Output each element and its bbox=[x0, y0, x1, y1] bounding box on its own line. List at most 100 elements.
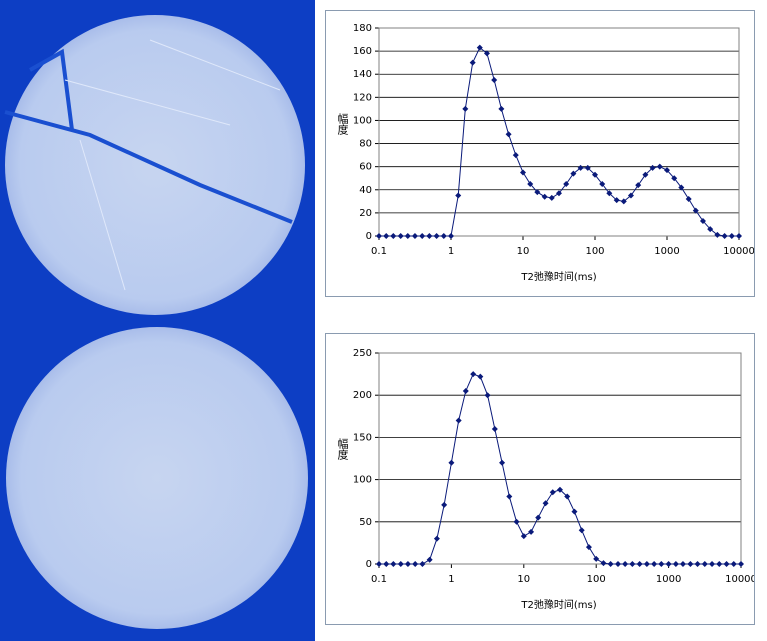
point bbox=[534, 189, 541, 196]
point bbox=[419, 561, 426, 567]
x-axis-label: T2弛豫时间(ms) bbox=[520, 270, 596, 283]
chart-2: T2弛豫时间(ms) 幅度 0 50 100 150 200 250 0.1 1 10 100 10… bbox=[325, 333, 755, 625]
x-tick-label: 0.1 bbox=[371, 574, 387, 585]
point bbox=[397, 233, 404, 239]
point bbox=[440, 233, 447, 239]
point bbox=[620, 198, 627, 205]
point bbox=[484, 392, 491, 399]
point bbox=[709, 561, 716, 567]
y-tick-label: 40 bbox=[359, 185, 372, 196]
point bbox=[614, 561, 621, 567]
point bbox=[411, 233, 418, 239]
point bbox=[600, 560, 607, 567]
point bbox=[563, 181, 570, 187]
point bbox=[505, 131, 512, 138]
x-axis-label: T2弛豫时间(ms) bbox=[520, 598, 596, 611]
x-tick-label: 1 bbox=[448, 246, 454, 257]
point bbox=[643, 561, 650, 567]
point bbox=[390, 561, 397, 567]
point bbox=[728, 233, 735, 239]
point bbox=[548, 194, 555, 201]
x-tick-label: 1000 bbox=[656, 574, 681, 585]
point bbox=[723, 561, 730, 567]
point bbox=[527, 181, 534, 187]
point bbox=[476, 44, 483, 51]
point bbox=[376, 233, 382, 239]
point bbox=[448, 459, 455, 466]
point bbox=[672, 561, 679, 567]
point bbox=[736, 233, 742, 239]
point bbox=[738, 561, 744, 567]
point bbox=[491, 425, 498, 432]
point bbox=[483, 50, 490, 57]
series-line bbox=[379, 373, 741, 565]
point bbox=[679, 561, 686, 567]
chart-1: T2弛豫时间(ms) 幅度 0 20 40 60 80 100 120 140 160 180 0.… bbox=[325, 10, 755, 297]
x-tick-label: 10 bbox=[517, 246, 530, 257]
y-tick-label: 140 bbox=[353, 69, 372, 80]
point bbox=[528, 528, 535, 535]
point bbox=[383, 561, 390, 567]
point bbox=[462, 387, 469, 394]
fracture bbox=[4, 48, 293, 224]
x-tick-label: 10 bbox=[517, 574, 530, 585]
point bbox=[441, 501, 448, 508]
point bbox=[542, 500, 549, 507]
point bbox=[716, 561, 723, 567]
point bbox=[622, 561, 629, 567]
point bbox=[506, 493, 513, 500]
point bbox=[383, 233, 390, 239]
ct-images bbox=[0, 0, 315, 641]
x-tick-label: 1000 bbox=[654, 246, 679, 257]
point bbox=[491, 77, 498, 83]
point bbox=[629, 561, 636, 567]
point bbox=[701, 561, 708, 567]
point bbox=[730, 561, 737, 567]
point bbox=[635, 182, 642, 189]
point bbox=[477, 373, 484, 380]
point bbox=[613, 197, 620, 204]
y-tick-label: 50 bbox=[359, 517, 372, 528]
y-tick-label: 60 bbox=[359, 162, 372, 173]
point bbox=[636, 561, 643, 567]
y-tick-label: 80 bbox=[359, 139, 372, 150]
point bbox=[426, 556, 433, 563]
point bbox=[692, 207, 699, 214]
point bbox=[658, 561, 665, 567]
point bbox=[426, 233, 433, 239]
point bbox=[707, 226, 714, 233]
y-tick-label: 0 bbox=[366, 559, 372, 570]
point bbox=[649, 164, 656, 171]
point bbox=[642, 171, 649, 178]
point bbox=[512, 152, 519, 159]
point bbox=[570, 170, 577, 177]
point bbox=[685, 196, 692, 203]
y-axis-label: 幅度 bbox=[336, 438, 349, 461]
point bbox=[404, 561, 411, 567]
plot-area bbox=[378, 352, 742, 565]
point bbox=[535, 514, 542, 521]
point bbox=[470, 371, 477, 378]
x-tick-label: 100 bbox=[585, 246, 604, 257]
point bbox=[520, 169, 526, 176]
core-image-intact bbox=[6, 327, 308, 629]
point bbox=[606, 190, 613, 197]
point bbox=[419, 233, 426, 239]
point bbox=[571, 508, 578, 515]
point bbox=[578, 527, 585, 534]
point bbox=[564, 493, 571, 500]
y-tick-label: 200 bbox=[353, 390, 372, 401]
point bbox=[714, 231, 721, 238]
point bbox=[404, 233, 411, 239]
point bbox=[376, 561, 382, 567]
point bbox=[665, 561, 672, 567]
point bbox=[390, 233, 397, 239]
point bbox=[585, 544, 592, 551]
y-tick-label: 250 bbox=[353, 348, 372, 359]
x-tick-label: 10000 bbox=[725, 574, 755, 585]
point bbox=[577, 164, 584, 171]
y-tick-label: 150 bbox=[353, 432, 372, 443]
y-tick-label: 100 bbox=[353, 115, 372, 126]
y-tick-label: 100 bbox=[353, 475, 372, 486]
